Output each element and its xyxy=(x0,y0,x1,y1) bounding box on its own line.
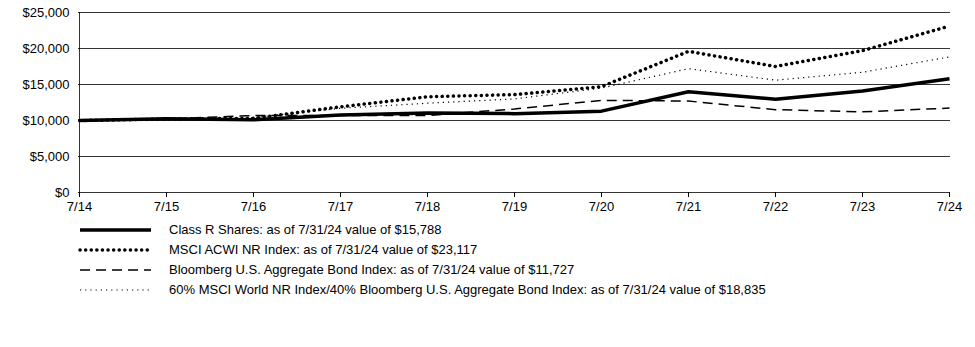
svg-text:$10,000: $10,000 xyxy=(23,113,70,128)
svg-text:$15,000: $15,000 xyxy=(23,77,70,92)
svg-text:7/22: 7/22 xyxy=(763,199,788,214)
html-text:60% MSCI World NR Index/40% Bl: 60% MSCI World NR Index/40% Bloomberg U.… xyxy=(169,282,766,297)
html-text:Bloomberg U.S. Aggregate Bond: Bloomberg U.S. Aggregate Bond Index: as … xyxy=(169,262,575,277)
svg-text:$20,000: $20,000 xyxy=(23,41,70,56)
svg-text:7/23: 7/23 xyxy=(850,199,875,214)
svg-text:7/15: 7/15 xyxy=(154,199,179,214)
svg-text:$5,000: $5,000 xyxy=(30,149,70,164)
svg-text:7/19: 7/19 xyxy=(502,199,527,214)
html-text:Class R Shares: as of 7/31/24: Class R Shares: as of 7/31/24 value of $… xyxy=(169,222,442,237)
svg-text:7/24: 7/24 xyxy=(937,199,962,214)
svg-text:7/16: 7/16 xyxy=(241,199,266,214)
svg-text:$0: $0 xyxy=(55,185,69,200)
svg-text:7/20: 7/20 xyxy=(589,199,614,214)
svg-text:7/14: 7/14 xyxy=(67,199,92,214)
svg-text:7/17: 7/17 xyxy=(328,199,353,214)
svg-text:7/18: 7/18 xyxy=(415,199,440,214)
svg-text:7/21: 7/21 xyxy=(676,199,701,214)
svg-text:$25,000: $25,000 xyxy=(23,5,70,20)
html-text:MSCI ACWI NR Index: as of 7/31: MSCI ACWI NR Index: as of 7/31/24 value … xyxy=(169,242,478,257)
